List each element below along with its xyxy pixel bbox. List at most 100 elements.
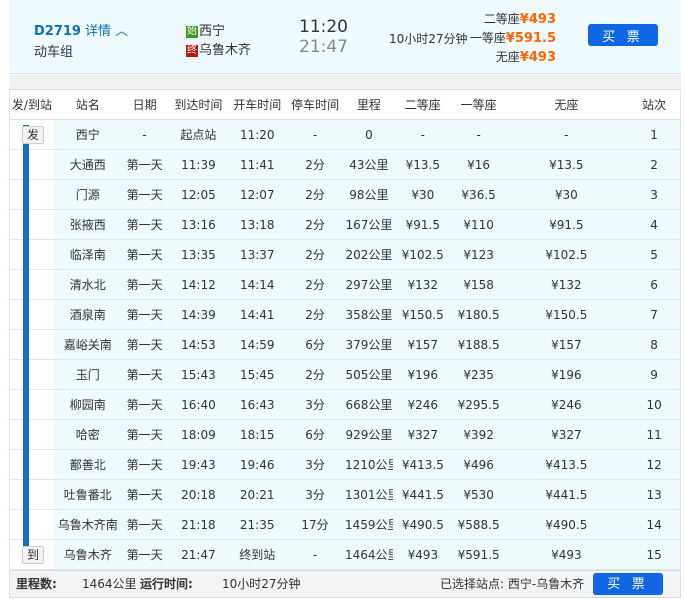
price-second: 二等座¥493 bbox=[483, 12, 556, 27]
time-value: 10小时27分钟 bbox=[222, 577, 301, 591]
cell: ¥196 bbox=[504, 360, 629, 389]
marker-cell bbox=[10, 420, 54, 449]
table-row[interactable]: 到乌鲁木齐 第一天 21:47 终到站 -1464公里 ¥493 ¥591.5 ¥493 15 bbox=[10, 540, 681, 570]
cell: 第一天 bbox=[121, 390, 168, 419]
cell: 第一天 bbox=[121, 330, 168, 359]
cell: 16:40 bbox=[167, 390, 230, 419]
cell: 2分 bbox=[285, 240, 345, 269]
cell: 14:39 bbox=[167, 300, 230, 329]
cell: 8 bbox=[628, 330, 680, 359]
cell: 张掖西 bbox=[53, 210, 122, 239]
column-header: 二等座 bbox=[404, 98, 441, 112]
cell: 15:43 bbox=[167, 360, 230, 389]
distance-value: 1464公里 bbox=[82, 577, 137, 591]
cell: ¥295.5 bbox=[452, 390, 505, 419]
table-row[interactable]: 吐鲁番北 第一天 20:18 20:21 3分 1301公里 ¥441.5 ¥530 ¥441.… bbox=[10, 480, 681, 510]
from-station: 始西宁 bbox=[186, 24, 226, 39]
cell: 15:45 bbox=[229, 360, 286, 389]
cell: 乌鲁木齐 bbox=[53, 540, 122, 569]
table-header: 发/到站 站名 日期 到达时间 开车时间 停车时间 里程 二等座 一等座 无座 站次 bbox=[10, 90, 680, 120]
table-row[interactable]: 大通西 第一天 11:39 11:41 2分 43公里 ¥13.5 ¥16 ¥13.5 2 bbox=[10, 150, 680, 180]
marker-cell bbox=[10, 270, 54, 299]
marker-cell bbox=[10, 300, 54, 329]
cell: ¥327 bbox=[392, 420, 453, 449]
cell: 清水北 bbox=[53, 270, 122, 299]
cell: 358公里 bbox=[345, 300, 393, 329]
cell: 第一天 bbox=[121, 420, 168, 449]
cell: 12 bbox=[628, 450, 681, 479]
marker-cell bbox=[10, 480, 54, 509]
start-badge: 发 bbox=[22, 126, 44, 144]
table-row[interactable]: 乌鲁木齐南 第一天 21:18 21:35 17分 1459公里 ¥490.5 ¥588.5 ¥… bbox=[10, 510, 681, 540]
table-row[interactable]: 柳园南 第一天 16:40 16:43 3分 668公里 ¥246 ¥295.5 ¥246 10 bbox=[10, 390, 680, 420]
cell: 14:53 bbox=[167, 330, 230, 359]
buy-ticket-button[interactable]: 买 票 bbox=[588, 24, 658, 46]
end-tag-icon: 终 bbox=[186, 45, 198, 57]
chevron-up-icon: ︿ bbox=[115, 24, 129, 39]
cell: ¥157 bbox=[504, 330, 629, 359]
cell: 11 bbox=[628, 420, 680, 449]
cell: 1464公里 bbox=[344, 540, 399, 569]
train-summary: D2719 详情 ︿ 动车组 始西宁 终乌鲁木齐 11:20 21:47 10小时… bbox=[9, 0, 681, 74]
table-row[interactable]: 清水北 第一天 14:12 14:14 2分 297公里 ¥132 ¥158 ¥132 6 bbox=[10, 270, 680, 300]
cell: ¥180.5 bbox=[452, 300, 505, 329]
cell: 第一天 bbox=[121, 540, 168, 569]
table-row[interactable]: 张掖西 第一天 13:16 13:18 2分 167公里 ¥91.5 ¥110 ¥91.5 4 bbox=[10, 210, 680, 240]
cell: ¥493 bbox=[392, 540, 453, 569]
table-row[interactable]: 哈密 第一天 18:09 18:15 6分 929公里 ¥327 ¥392 ¥327 11 bbox=[10, 420, 680, 450]
stop-table: 发/到站 站名 日期 到达时间 开车时间 停车时间 里程 二等座 一等座 无座 站次 发西宁 - 起点站… bbox=[9, 90, 681, 570]
train-number[interactable]: D2719 详情 ︿ bbox=[34, 24, 129, 39]
cell: 14 bbox=[628, 510, 681, 539]
cell: 14:14 bbox=[229, 270, 286, 299]
cell: 167公里 bbox=[345, 210, 393, 239]
cell: ¥13.5 bbox=[504, 150, 629, 179]
table-row[interactable]: 玉门 第一天 15:43 15:45 2分 505公里 ¥196 ¥235 ¥196 9 bbox=[10, 360, 680, 390]
cell: ¥30 bbox=[504, 180, 629, 209]
cell: 16:43 bbox=[229, 390, 286, 419]
cell: ¥496 bbox=[452, 450, 505, 479]
price-list: 二等座¥493 一等座¥591.5 无座¥493 bbox=[470, 10, 556, 67]
cell: 668公里 bbox=[345, 390, 393, 419]
table-row[interactable]: 发西宁 - 起点站 11:20-0- - -1 bbox=[10, 120, 680, 150]
table-row[interactable]: 临泽南 第一天 13:35 13:37 2分 202公里 ¥102.5 ¥123 ¥102.5 5 bbox=[10, 240, 680, 270]
cell: 4 bbox=[628, 210, 680, 239]
cell: 17分 bbox=[285, 510, 345, 539]
detail-toggle[interactable]: 详情 ︿ bbox=[84, 24, 129, 39]
cell: 5 bbox=[628, 240, 680, 269]
cell: 929公里 bbox=[345, 420, 393, 449]
cell: 1210公里 bbox=[344, 450, 399, 479]
cell: 43公里 bbox=[345, 150, 393, 179]
column-header: 无座 bbox=[554, 98, 579, 112]
cell: 嘉峪关南 bbox=[53, 330, 122, 359]
column-header: 站次 bbox=[642, 98, 667, 112]
divider-bar bbox=[9, 75, 681, 90]
table-row[interactable]: 鄯善北 第一天 19:43 19:46 3分 1210公里 ¥413.5 ¥496 ¥413.5… bbox=[10, 450, 681, 480]
cell: 10 bbox=[628, 390, 680, 419]
marker-cell bbox=[10, 180, 54, 209]
cell: ¥30 bbox=[392, 180, 453, 209]
table-row[interactable]: 酒泉南 第一天 14:39 14:41 2分 358公里 ¥150.5 ¥180.5 ¥150.… bbox=[10, 300, 680, 330]
distance-label: 里程数: bbox=[16, 577, 57, 591]
cell: 3 bbox=[628, 180, 680, 209]
cell: 第一天 bbox=[121, 300, 168, 329]
cell: ¥16 bbox=[452, 150, 505, 179]
footer-buy-button[interactable]: 买 票 bbox=[593, 573, 663, 595]
cell: 505公里 bbox=[345, 360, 393, 389]
arrive-time: 21:47 bbox=[299, 37, 348, 57]
cell: ¥150.5 bbox=[504, 300, 629, 329]
marker-cell bbox=[10, 330, 54, 359]
table-row[interactable]: 嘉峪关南 第一天 14:53 14:59 6分 379公里 ¥157 ¥188.5 ¥157 8 bbox=[10, 330, 680, 360]
table-row[interactable]: 门源 第一天 12:05 12:07 2分 98公里 ¥30 ¥36.5 ¥30 3 bbox=[10, 180, 680, 210]
cell: 12:05 bbox=[167, 180, 230, 209]
cell: ¥157 bbox=[392, 330, 453, 359]
cell: 13:16 bbox=[167, 210, 230, 239]
cell: ¥413.5 bbox=[504, 450, 629, 479]
cell: 6分 bbox=[285, 420, 345, 449]
cell: - bbox=[285, 120, 345, 149]
cell: - bbox=[392, 120, 453, 149]
price-noseat: 无座¥493 bbox=[495, 50, 556, 65]
marker-cell bbox=[10, 450, 54, 479]
cell: 玉门 bbox=[53, 360, 122, 389]
marker-cell bbox=[10, 510, 54, 539]
route-line bbox=[23, 125, 29, 555]
